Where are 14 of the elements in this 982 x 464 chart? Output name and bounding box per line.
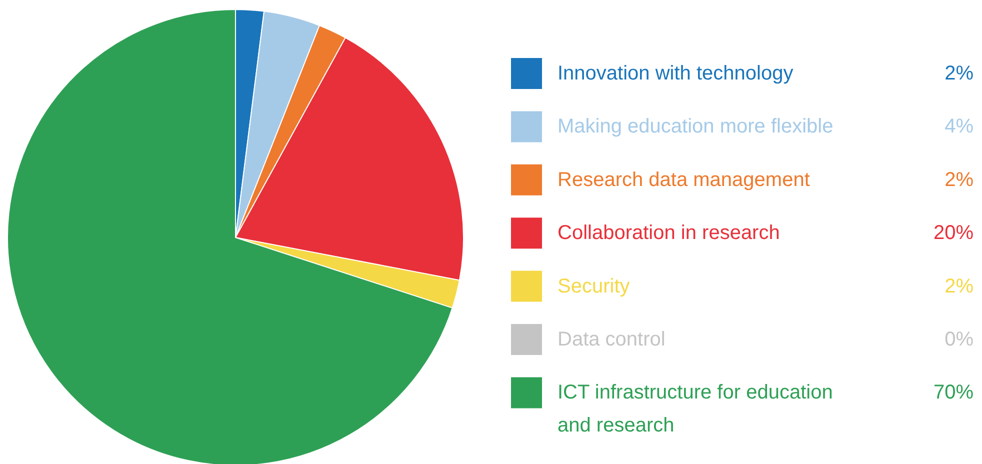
legend-label: Research data management bbox=[558, 168, 810, 191]
legend-label: Innovation with technology bbox=[558, 62, 794, 84]
legend-label: ICT infrastructure for education and research bbox=[558, 382, 833, 437]
data-label: 2% bbox=[944, 62, 974, 84]
data-label: 4% bbox=[944, 116, 974, 138]
data-label: 20% bbox=[933, 222, 974, 244]
data-label: 2% bbox=[944, 275, 974, 298]
data-label: 70% bbox=[933, 382, 974, 404]
legend-label: Data control bbox=[558, 328, 666, 350]
legend-label: Collaboration in research bbox=[558, 222, 780, 244]
text: 0% bbox=[944, 328, 974, 350]
legend-label: Security bbox=[558, 275, 630, 298]
legend-label: Making education more flexible bbox=[558, 116, 834, 138]
data-label: 2% bbox=[944, 168, 974, 191]
